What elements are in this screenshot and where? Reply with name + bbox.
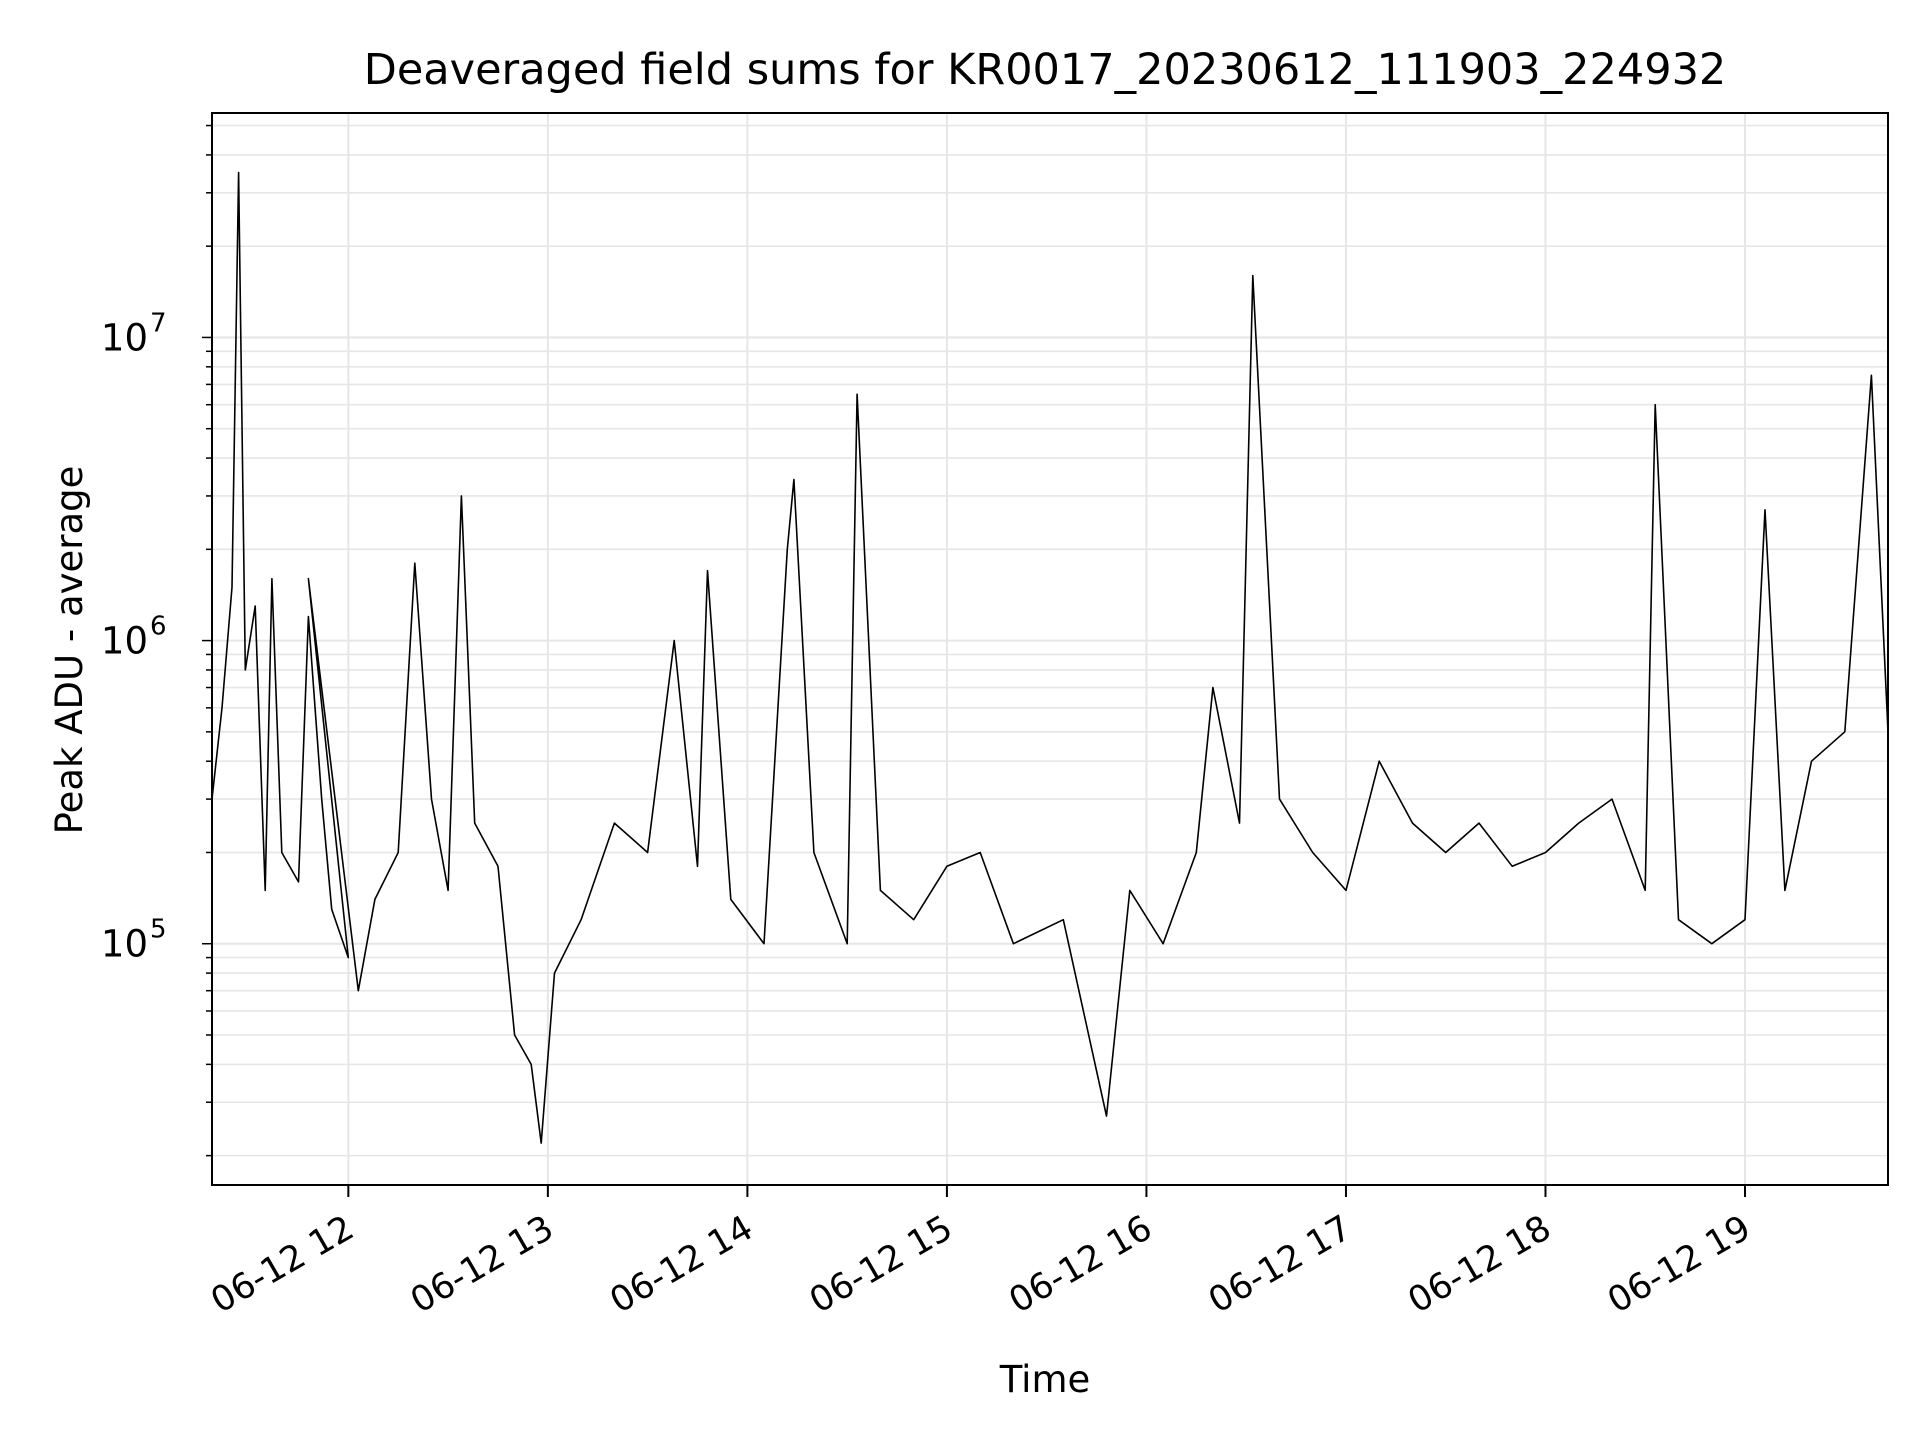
x-axis-label: Time [999,1358,1091,1401]
y-tick-exponent: 5 [150,915,167,945]
plot-frame [211,112,1889,1186]
y-tick-label: 10 [101,316,148,359]
chart-title: Deaveraged field sums for KR0017_2023061… [364,45,1727,95]
y-tick-label: 10 [101,923,148,966]
y-tick-label: 10 [101,620,148,663]
y-tick-exponent: 6 [150,612,167,642]
grid [212,113,1888,1185]
y-axis-label: Peak ADU - average [48,466,91,835]
plot-line [211,171,1889,1144]
series-line [211,171,1889,1144]
y-tick-exponent: 7 [150,308,167,338]
